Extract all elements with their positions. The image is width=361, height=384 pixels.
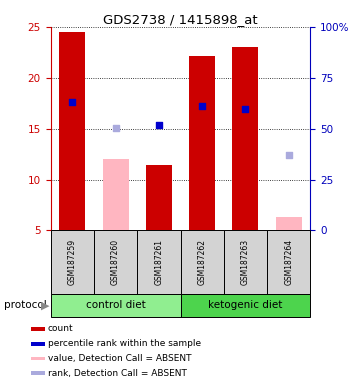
Point: [286, 152, 292, 158]
FancyBboxPatch shape: [51, 230, 94, 294]
Text: count: count: [48, 324, 73, 333]
FancyBboxPatch shape: [94, 230, 137, 294]
Text: GSM187264: GSM187264: [284, 239, 293, 285]
Text: GSM187261: GSM187261: [155, 239, 163, 285]
Bar: [232, 47, 258, 230]
Point: [243, 106, 248, 113]
Text: rank, Detection Call = ABSENT: rank, Detection Call = ABSENT: [48, 369, 186, 378]
Text: ▶: ▶: [41, 300, 49, 310]
Text: GSM187262: GSM187262: [198, 239, 206, 285]
Text: ketogenic diet: ketogenic diet: [208, 300, 283, 310]
Text: percentile rank within the sample: percentile rank within the sample: [48, 339, 201, 348]
Text: GSM187259: GSM187259: [68, 239, 77, 285]
Text: control diet: control diet: [86, 300, 145, 310]
Bar: [189, 56, 215, 230]
Bar: [276, 217, 302, 230]
Bar: [31, 327, 45, 331]
Point: [199, 103, 205, 109]
Bar: [59, 32, 85, 230]
Bar: [31, 342, 45, 346]
FancyBboxPatch shape: [137, 230, 180, 294]
Bar: [31, 357, 45, 360]
Text: GDS2738 / 1415898_at: GDS2738 / 1415898_at: [103, 13, 258, 26]
FancyBboxPatch shape: [180, 230, 224, 294]
Point: [113, 124, 118, 131]
FancyBboxPatch shape: [180, 294, 310, 317]
Bar: [31, 371, 45, 375]
Text: GSM187263: GSM187263: [241, 239, 250, 285]
Point: [69, 99, 75, 105]
Bar: [146, 165, 172, 230]
FancyBboxPatch shape: [224, 230, 267, 294]
FancyBboxPatch shape: [267, 230, 310, 294]
Text: value, Detection Call = ABSENT: value, Detection Call = ABSENT: [48, 354, 191, 363]
Text: GSM187260: GSM187260: [111, 239, 120, 285]
Point: [156, 121, 162, 127]
Text: protocol: protocol: [4, 300, 46, 310]
Bar: [103, 159, 129, 230]
FancyBboxPatch shape: [51, 294, 180, 317]
